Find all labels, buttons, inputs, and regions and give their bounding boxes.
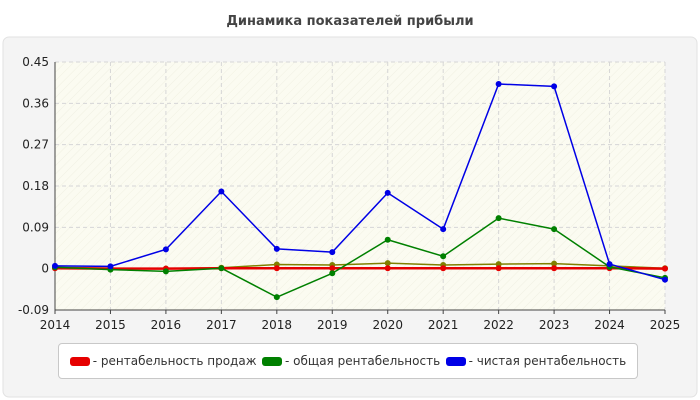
x-tick-label: 2017 — [206, 318, 237, 332]
y-tick-label: 0.18 — [22, 179, 49, 193]
legend-item: - чистая рентабельность — [445, 354, 627, 368]
data-point — [107, 263, 114, 270]
data-point — [52, 262, 58, 269]
data-point — [495, 81, 502, 88]
data-point — [384, 260, 391, 267]
x-tick-label: 2016 — [151, 318, 182, 332]
y-tick-label: 0 — [41, 262, 49, 276]
legend-swatch — [445, 356, 466, 366]
data-point — [384, 265, 391, 272]
x-tick-label: 2021 — [428, 318, 459, 332]
data-point — [495, 261, 502, 268]
x-tick-label: 2024 — [594, 318, 625, 332]
data-point — [662, 265, 668, 272]
legend-label: - общая рентабельность — [285, 354, 441, 368]
data-point — [551, 83, 558, 90]
x-tick-label: 2023 — [539, 318, 570, 332]
data-point — [606, 261, 613, 268]
data-point — [662, 276, 668, 283]
y-tick-label: 0.27 — [22, 138, 49, 152]
x-tick-label: 2020 — [372, 318, 403, 332]
chart-title: Динамика показателей прибыли — [226, 14, 473, 29]
data-point — [551, 265, 558, 272]
data-point — [329, 270, 336, 277]
x-tick-label: 2025 — [650, 318, 681, 332]
series-line — [54, 217, 666, 298]
data-point — [273, 265, 280, 272]
legend-label: - чистая рентабельность — [468, 354, 627, 368]
data-point — [551, 260, 558, 267]
data-point — [162, 246, 169, 253]
x-tick-label: 2014 — [40, 318, 71, 332]
data-point — [440, 253, 447, 260]
x-tick-label: 2018 — [262, 318, 293, 332]
data-point — [273, 294, 280, 301]
legend-item: - рентабельность продаж — [69, 354, 257, 368]
y-tick-label: -0.09 — [18, 303, 49, 317]
chart-legend: - рентабельность продаж - общая рентабель… — [58, 343, 638, 379]
series-line — [54, 83, 666, 281]
data-point — [384, 236, 391, 243]
legend-label: - рентабельность продаж — [92, 354, 257, 368]
y-tick-label: 0.36 — [22, 96, 49, 110]
legend-item: - общая рентабельность — [262, 354, 440, 368]
data-point — [440, 226, 447, 233]
data-point — [273, 245, 280, 252]
legend-swatch — [262, 356, 283, 366]
data-point — [218, 265, 225, 272]
data-point — [551, 226, 558, 233]
data-point — [440, 265, 447, 272]
data-point — [162, 268, 169, 275]
legend-swatch — [69, 356, 90, 366]
data-point — [384, 189, 391, 196]
data-point — [218, 188, 225, 195]
data-point — [495, 215, 502, 222]
x-tick-label: 2019 — [317, 318, 348, 332]
y-tick-label: 0.09 — [22, 220, 49, 234]
data-point — [329, 249, 336, 256]
y-tick-label: 0.45 — [22, 55, 49, 69]
data-point — [495, 265, 502, 272]
x-tick-label: 2015 — [95, 318, 126, 332]
x-tick-label: 2022 — [483, 318, 514, 332]
data-point — [329, 265, 336, 272]
